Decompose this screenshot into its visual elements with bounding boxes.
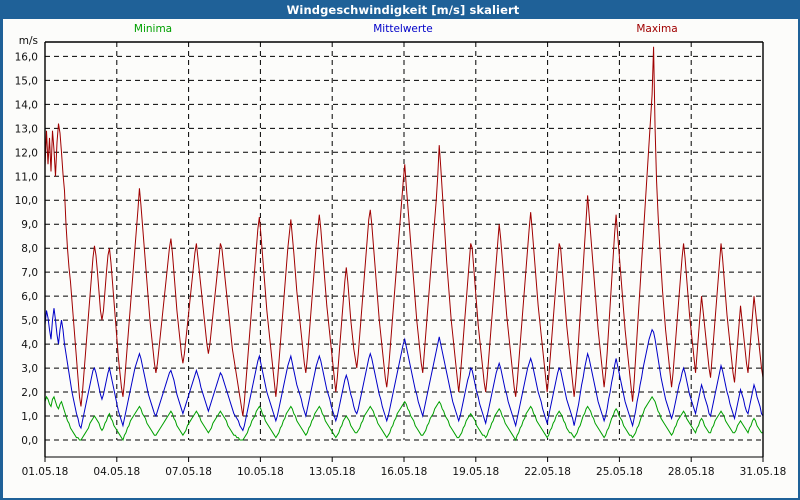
- x-tick-label: 13.05.18: [309, 466, 356, 478]
- window-title: Windgeschwindigkeit [m/s] skaliert: [286, 2, 520, 17]
- series-line-mittelwerte: [44, 308, 764, 432]
- y-tick-label: 8,0: [21, 243, 38, 255]
- y-tick-label: 11,0: [15, 171, 38, 183]
- window-titlebar: Windgeschwindigkeit [m/s] skaliert: [3, 0, 800, 19]
- y-tick-label: 15,0: [15, 75, 38, 87]
- x-tick-label: 04.05.18: [93, 466, 140, 478]
- y-tick-label: 9,0: [21, 219, 38, 231]
- x-tick-label: 28.05.18: [668, 466, 715, 478]
- y-tick-label: 13,0: [15, 123, 38, 135]
- chart-area: 0,0 1,0 2,0 3,0 4,0 5,0 6,0 7,0 8,0 9,0 10,0 11,0 12…: [3, 19, 800, 500]
- x-tick-label: 19.05.18: [452, 466, 499, 478]
- y-tick-label: 1,0: [21, 411, 38, 423]
- gridlines: [45, 42, 764, 441]
- x-tick-label: 07.05.18: [165, 466, 212, 478]
- wind-speed-line-chart: 0,0 1,0 2,0 3,0 4,0 5,0 6,0 7,0 8,0 9,0 10,0 11,0 12…: [15, 35, 787, 478]
- y-tick-label: 3,0: [21, 363, 38, 375]
- x-tick-label: 16.05.18: [381, 466, 428, 478]
- x-tick-label: 31.05.18: [740, 466, 787, 478]
- plot-frame: [44, 41, 764, 457]
- x-tick-label: 22.05.18: [524, 466, 571, 478]
- y-tick-label: 7,0: [21, 267, 38, 279]
- y-tick-label: 5,0: [21, 315, 38, 327]
- series-line-maxima: [44, 46, 764, 417]
- y-tick-label: 2,0: [21, 387, 38, 399]
- x-axis-tick-labels: 01.05.18 04.05.18 07.05.18 10.05.18 13.05.18…: [22, 456, 787, 478]
- x-tick-label: 01.05.18: [22, 466, 69, 478]
- chart-legend: Minima Mittelwerte Maxima: [3, 23, 800, 39]
- y-tick-label: 6,0: [21, 291, 38, 303]
- legend-item-minima: Minima: [133, 23, 173, 35]
- y-tick-label: 10,0: [15, 195, 38, 207]
- legend-item-mittelwerte: Mittelwerte: [373, 23, 433, 35]
- data-series-layer: [44, 46, 764, 442]
- y-tick-label: 14,0: [15, 99, 38, 111]
- y-tick-label: 16,0: [15, 51, 38, 63]
- x-tick-label: 10.05.18: [237, 466, 284, 478]
- series-line-minima: [44, 395, 763, 442]
- legend-item-maxima: Maxima: [636, 23, 678, 35]
- y-axis-tick-labels: 0,0 1,0 2,0 3,0 4,0 5,0 6,0 7,0 8,0 9,0 10,0 11,0 12…: [15, 51, 38, 447]
- y-tick-label: 4,0: [21, 339, 38, 351]
- y-tick-label: 0,0: [21, 435, 38, 447]
- y-axis-unit-label: m/s: [19, 35, 38, 47]
- y-tick-label: 12,0: [15, 147, 38, 159]
- x-tick-label: 25.05.18: [596, 466, 643, 478]
